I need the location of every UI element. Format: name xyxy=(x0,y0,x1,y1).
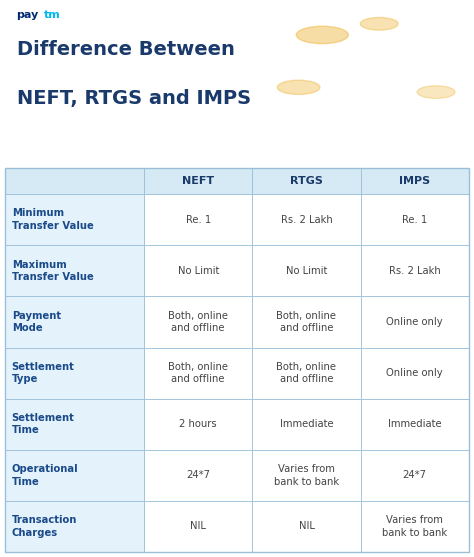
Bar xyxy=(252,168,361,194)
Text: Difference Between: Difference Between xyxy=(17,40,235,58)
Bar xyxy=(144,168,252,194)
Bar xyxy=(252,450,361,501)
Text: NEFT: NEFT xyxy=(182,176,214,186)
Bar xyxy=(5,168,144,194)
Text: Settlement
Type: Settlement Type xyxy=(12,362,74,384)
Bar xyxy=(144,501,252,552)
Text: tm: tm xyxy=(44,9,61,19)
Bar xyxy=(5,399,144,450)
Bar xyxy=(252,348,361,399)
Text: NIL: NIL xyxy=(299,521,314,531)
Bar xyxy=(5,296,144,348)
Text: 24*7: 24*7 xyxy=(403,470,427,480)
Text: NEFT, RTGS and IMPS: NEFT, RTGS and IMPS xyxy=(17,89,251,108)
Text: Re. 1: Re. 1 xyxy=(402,214,427,224)
Text: Transaction
Charges: Transaction Charges xyxy=(12,515,77,538)
Bar xyxy=(252,296,361,348)
Text: 2 hours: 2 hours xyxy=(179,419,217,429)
Bar xyxy=(361,168,469,194)
Text: Online only: Online only xyxy=(386,317,443,327)
Text: Re. 1: Re. 1 xyxy=(186,214,211,224)
Text: Minimum
Transfer Value: Minimum Transfer Value xyxy=(12,208,93,231)
Text: Both, online
and offline: Both, online and offline xyxy=(168,311,228,333)
Bar xyxy=(361,501,469,552)
Text: Both, online
and offline: Both, online and offline xyxy=(168,362,228,384)
Text: IMPS: IMPS xyxy=(399,176,430,186)
Bar xyxy=(5,245,144,296)
Bar xyxy=(361,399,469,450)
Bar xyxy=(5,194,144,245)
Bar xyxy=(144,348,252,399)
Text: No Limit: No Limit xyxy=(178,266,219,276)
Text: Immediate: Immediate xyxy=(280,419,333,429)
Text: Online only: Online only xyxy=(386,368,443,378)
Circle shape xyxy=(296,26,348,43)
Bar xyxy=(144,245,252,296)
Bar xyxy=(252,194,361,245)
Circle shape xyxy=(360,17,398,30)
Bar xyxy=(361,296,469,348)
Circle shape xyxy=(277,80,320,95)
Bar xyxy=(252,501,361,552)
Text: NIL: NIL xyxy=(190,521,206,531)
Bar xyxy=(144,399,252,450)
Text: 24*7: 24*7 xyxy=(186,470,210,480)
Bar xyxy=(270,21,341,151)
Text: Varies from
bank to bank: Varies from bank to bank xyxy=(274,464,339,487)
Bar xyxy=(144,194,252,245)
Bar xyxy=(361,450,469,501)
Bar xyxy=(361,348,469,399)
Text: Varies from
bank to bank: Varies from bank to bank xyxy=(382,515,447,538)
Bar xyxy=(252,399,361,450)
Bar xyxy=(346,24,403,135)
Text: Both, online
and offline: Both, online and offline xyxy=(276,311,337,333)
Bar xyxy=(361,194,469,245)
Bar xyxy=(361,245,469,296)
Bar xyxy=(5,348,144,399)
Text: Operational
Time: Operational Time xyxy=(12,464,78,487)
Text: Rs. 2 Lakh: Rs. 2 Lakh xyxy=(389,266,440,276)
Circle shape xyxy=(417,86,455,99)
Bar xyxy=(5,501,144,552)
Text: Payment
Mode: Payment Mode xyxy=(12,311,61,333)
Bar xyxy=(5,450,144,501)
Bar xyxy=(144,296,252,348)
Bar xyxy=(144,450,252,501)
Text: Maximum
Transfer Value: Maximum Transfer Value xyxy=(12,260,93,282)
Text: pay: pay xyxy=(17,9,39,19)
Text: RTGS: RTGS xyxy=(290,176,323,186)
Text: Immediate: Immediate xyxy=(388,419,441,429)
Bar xyxy=(252,245,361,296)
Text: Settlement
Time: Settlement Time xyxy=(12,413,74,436)
Text: No Limit: No Limit xyxy=(286,266,327,276)
Text: Both, online
and offline: Both, online and offline xyxy=(276,362,337,384)
Text: Rs. 2 Lakh: Rs. 2 Lakh xyxy=(281,214,332,224)
